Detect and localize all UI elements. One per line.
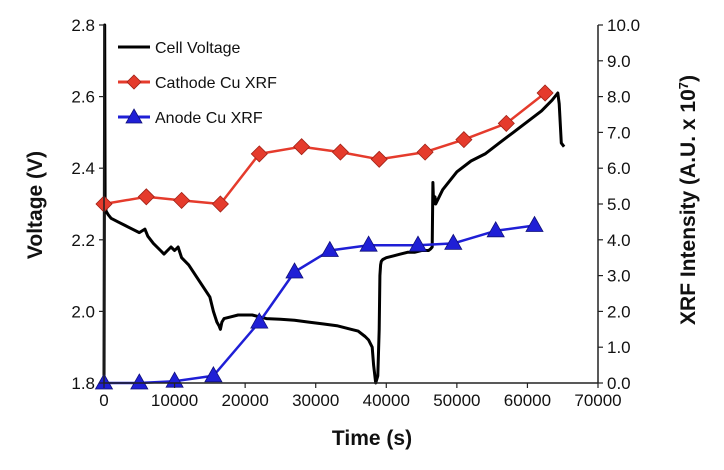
legend-marker-anode — [125, 108, 143, 124]
data-point-cathode-cu-xrf — [250, 145, 268, 163]
y2-tick-label: 2.0 — [607, 302, 631, 321]
y-tick-label: 2.2 — [71, 231, 95, 250]
legend-entry-anode: Anode Cu XRF — [118, 108, 263, 127]
x-tick-label: 0 — [99, 391, 108, 410]
legend: Cell Voltage Cathode Cu XRF Anode Cu XRF — [118, 40, 277, 127]
data-point-anode-cu-xrf — [486, 220, 505, 238]
x-tick-label: 60000 — [504, 391, 551, 410]
y-tick-label: 2.6 — [71, 88, 95, 107]
data-point-cathode-cu-xrf — [211, 195, 229, 213]
data-point-cathode-cu-xrf — [416, 143, 434, 161]
plot-series — [94, 23, 566, 390]
y2-axis-title: XRF Intensity (A.U. x 107) — [676, 75, 701, 325]
y2-tick-label: 4.0 — [607, 231, 631, 250]
legend-entry-cathode: Cathode Cu XRF — [118, 74, 277, 92]
data-point-cathode-cu-xrf — [331, 143, 349, 161]
y2-tick-label: 1.0 — [607, 338, 631, 357]
y2-tick-label: 5.0 — [607, 195, 631, 214]
data-point-anode-cu-xrf — [320, 240, 339, 257]
legend-marker-cathode — [126, 74, 142, 90]
data-point-anode-cu-xrf — [525, 215, 544, 232]
y2-tick-label: 9.0 — [607, 52, 631, 71]
y2-tick-label: 6.0 — [607, 159, 631, 178]
x-tick-label: 30000 — [292, 391, 339, 410]
y2-tick-label: 7.0 — [607, 123, 631, 142]
data-point-anode-cu-xrf — [359, 235, 378, 252]
data-point-anode-cu-xrf — [250, 312, 269, 329]
y2-tick-label: 0.0 — [607, 374, 631, 393]
x-tick-label: 70000 — [574, 391, 621, 410]
x-axis-title: Time (s) — [332, 427, 412, 450]
legend-entry-cell-voltage: Cell Voltage — [118, 40, 240, 57]
x-tick-label: 20000 — [222, 391, 269, 410]
data-point-cathode-cu-xrf — [497, 114, 515, 132]
y2-tick-label: 10.0 — [607, 16, 640, 35]
data-point-anode-cu-xrf — [444, 233, 463, 250]
y2-tick-label: 3.0 — [607, 267, 631, 286]
y-tick-label: 2.8 — [71, 16, 95, 35]
y-tick-label: 1.8 — [71, 374, 95, 393]
x-tick-label: 40000 — [363, 391, 410, 410]
y-axis-title: Voltage (V) — [24, 151, 47, 259]
data-point-cathode-cu-xrf — [137, 188, 155, 206]
data-point-cathode-cu-xrf — [455, 131, 473, 149]
y2-axis-title-close: ) — [677, 75, 700, 82]
data-point-cathode-cu-xrf — [173, 191, 191, 209]
data-point-anode-cu-xrf — [408, 235, 428, 252]
x-tick-label: 10000 — [151, 391, 198, 410]
data-point-cathode-cu-xrf — [293, 138, 311, 156]
ticks: 0 10000 20000 30000 40000 50000 60000 70000 1.8 2… — [71, 16, 640, 410]
y-tick-label: 2.0 — [71, 302, 95, 321]
series-line-cell-voltage — [102, 23, 566, 385]
data-point-anode-cu-xrf — [285, 262, 304, 279]
y2-tick-label: 8.0 — [607, 88, 631, 107]
legend-label-cell-voltage: Cell Voltage — [155, 40, 240, 57]
data-point-anode-cu-xrf — [204, 365, 223, 383]
data-point-anode-cu-xrf — [130, 373, 149, 390]
series-line-anode-cu-xrf — [104, 224, 535, 385]
y2-axis-title-main: XRF Intensity (A.U. x 10 — [677, 89, 700, 325]
y2-axis-title-exponent: 7 — [676, 82, 691, 89]
x-tick-label: 50000 — [433, 391, 480, 410]
data-point-cathode-cu-xrf — [536, 84, 554, 102]
data-point-cathode-cu-xrf — [370, 150, 388, 168]
legend-label-anode: Anode Cu XRF — [155, 110, 263, 127]
legend-label-cathode: Cathode Cu XRF — [155, 75, 277, 92]
y-tick-label: 2.4 — [71, 159, 95, 178]
